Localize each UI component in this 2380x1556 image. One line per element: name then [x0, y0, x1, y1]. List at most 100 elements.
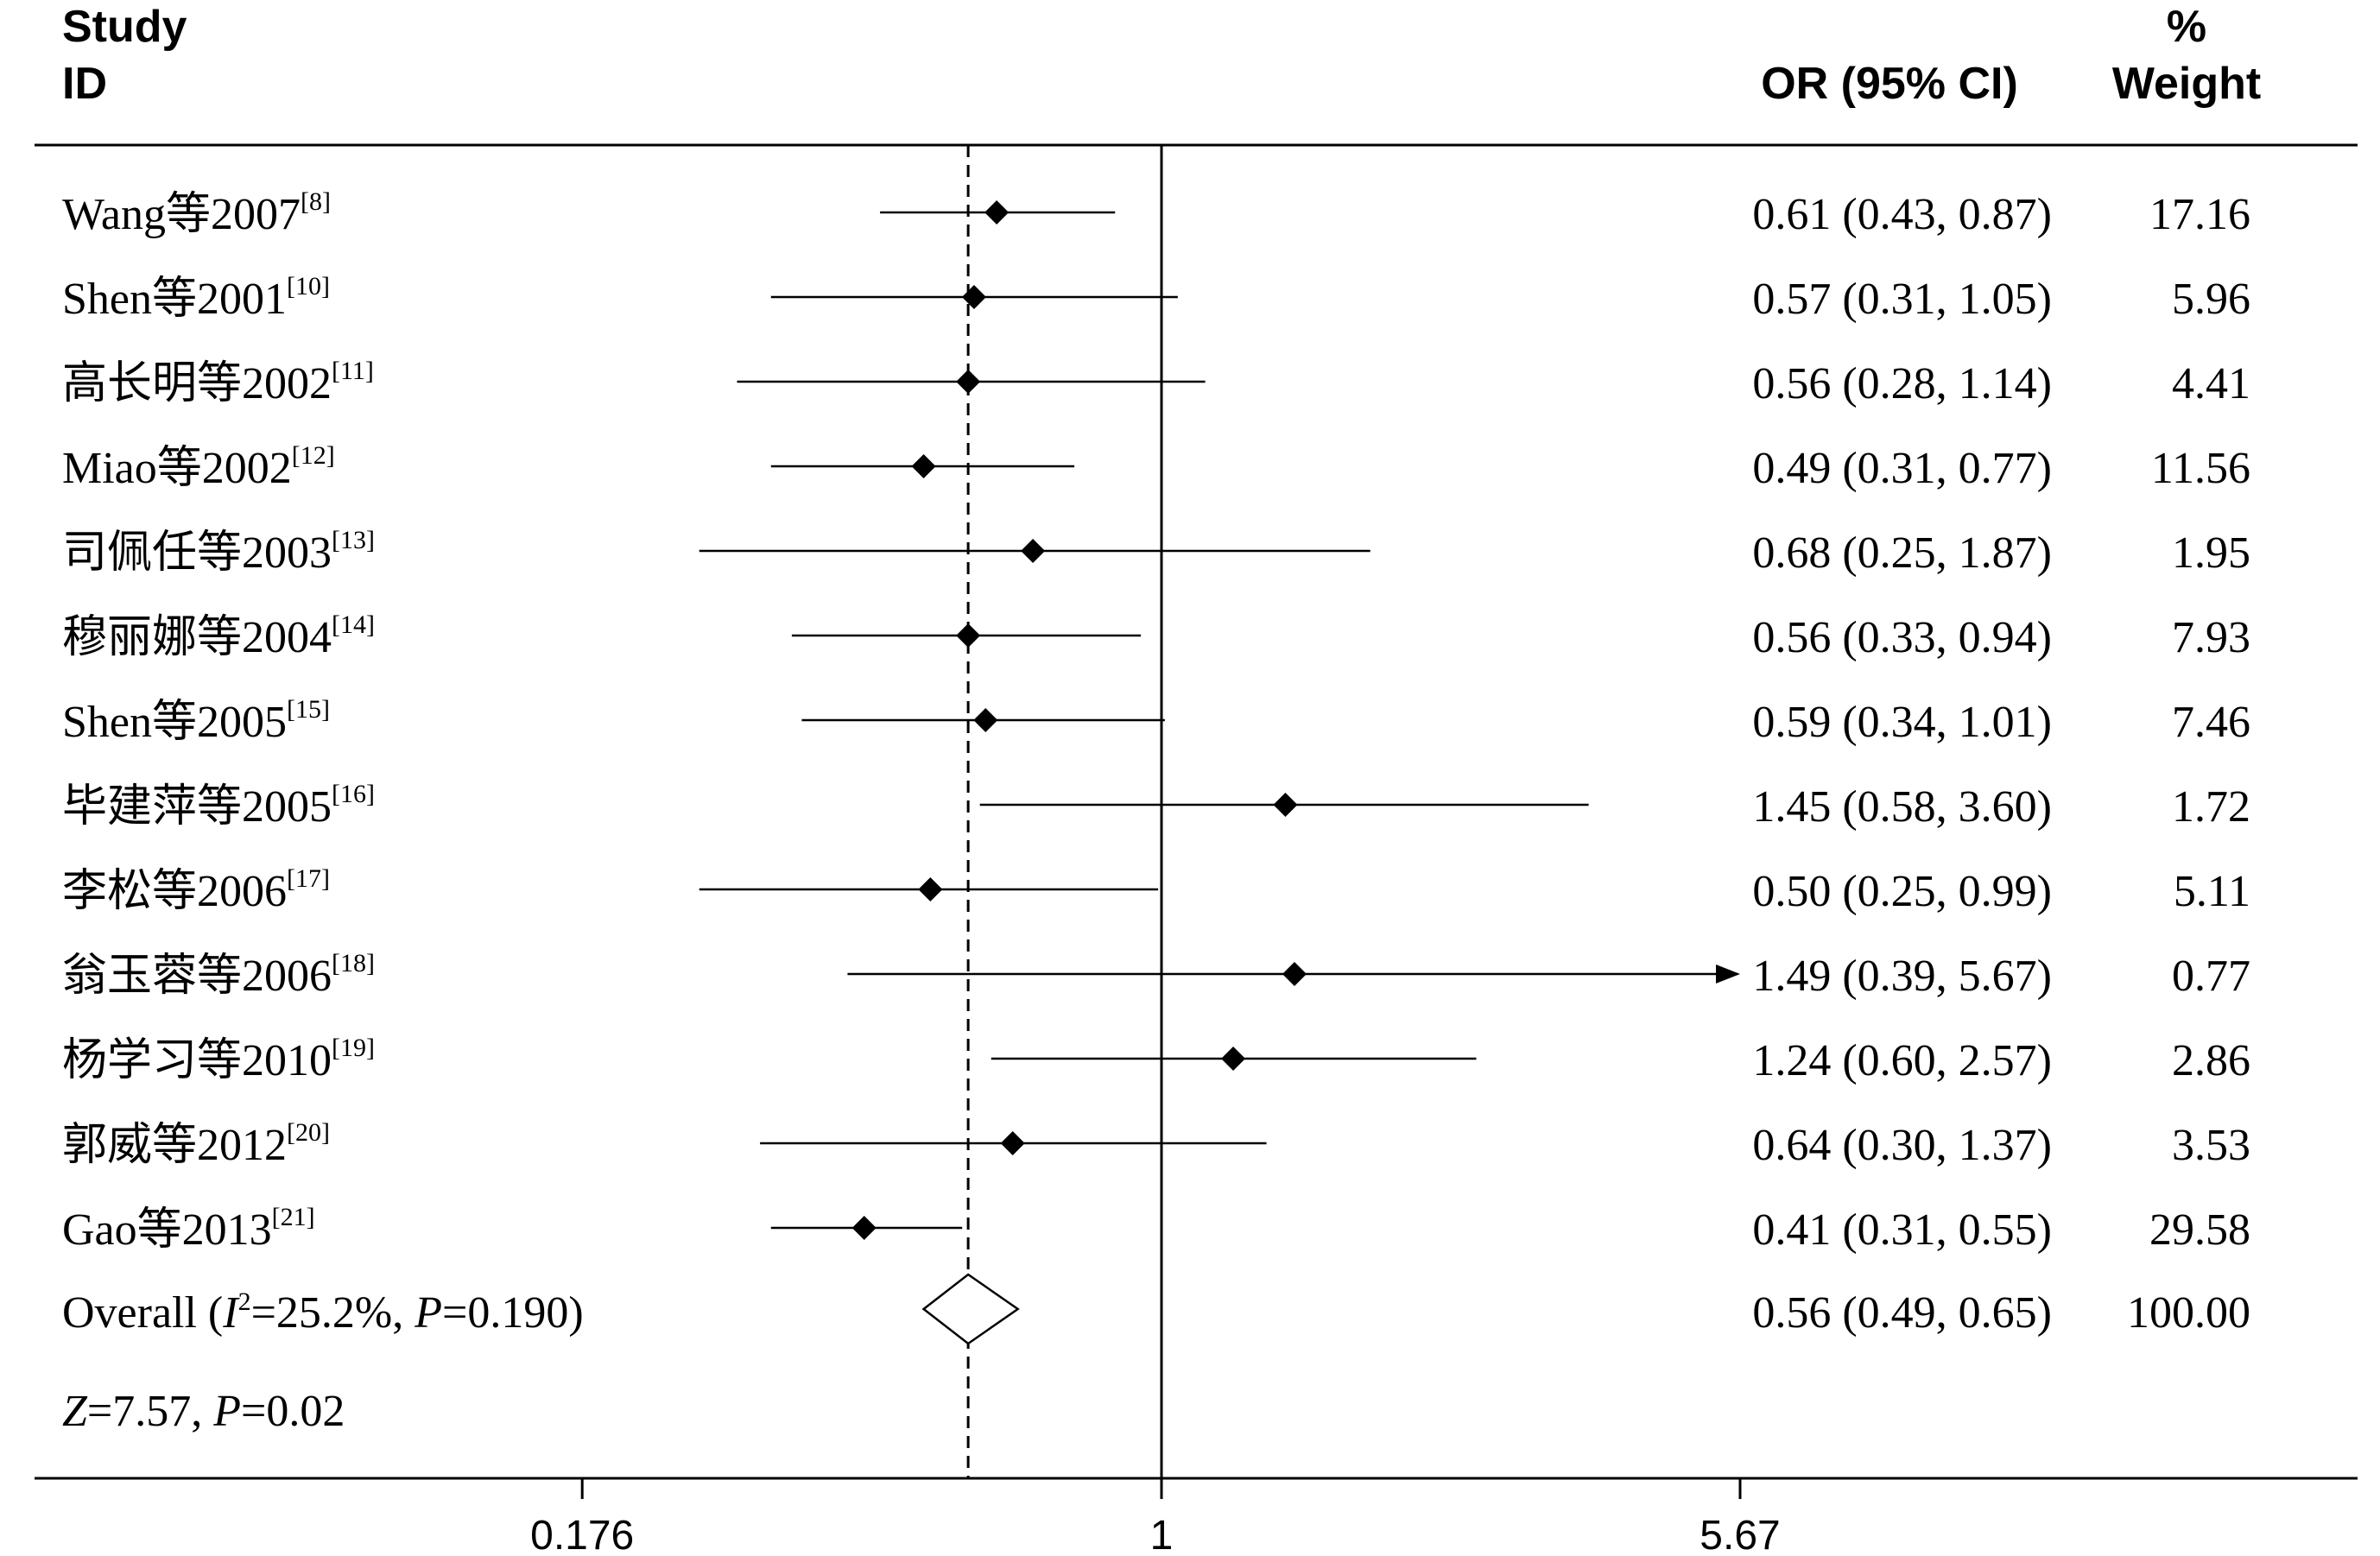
study-name: 翁玉蓉等2006: [62, 952, 332, 1001]
study-name: Gao等2013: [62, 1205, 272, 1255]
study-ref: [15]: [287, 695, 330, 724]
study-label: 郭威等2012[20]: [62, 1118, 330, 1170]
study-name: Miao等2002: [62, 444, 292, 493]
weight-value: 1.95: [2172, 528, 2250, 578]
study-row: 高长明等2002[11] 0.56 (0.28, 1.14) 4.41: [62, 357, 2250, 408]
weight-value: 7.46: [2172, 698, 2250, 747]
study-label: 司佩任等2003[13]: [62, 526, 375, 578]
study-label: 翁玉蓉等2006[18]: [62, 949, 375, 1001]
z-test-label: Z=7.57, P=0.02: [62, 1387, 345, 1436]
overall-or-ci: 0.56 (0.49, 0.65): [1752, 1288, 2052, 1338]
study-ref: [16]: [332, 780, 375, 808]
or-ci-value: 1.24 (0.60, 2.57): [1752, 1036, 2052, 1085]
study-name: 穆丽娜等2004: [62, 613, 332, 662]
study-row: 李松等2006[17] 0.50 (0.25, 0.99) 5.11: [62, 864, 2250, 916]
study-name: Shen等2001: [62, 275, 287, 324]
study-ref: [20]: [287, 1118, 330, 1147]
study-row: Shen等2001[10] 0.57 (0.31, 1.05) 5.96: [62, 272, 2250, 324]
point-estimate: [1221, 1047, 1246, 1071]
point-estimate: [973, 708, 998, 732]
or-ci-value: 0.61 (0.43, 0.87): [1752, 190, 2052, 239]
study-ref: [17]: [287, 864, 330, 893]
study-row: Shen等2005[15] 0.59 (0.34, 1.01) 7.46: [62, 695, 2250, 747]
study-ref: [18]: [332, 949, 375, 977]
study-ref: [21]: [272, 1203, 315, 1231]
study-ref: [10]: [287, 272, 330, 300]
study-row: 杨学习等2010[19] 1.24 (0.60, 2.57) 2.86: [62, 1034, 2250, 1085]
or-ci-value: 0.50 (0.25, 0.99): [1752, 867, 2052, 916]
x-tick-label: 0.176: [530, 1513, 634, 1556]
study-name: 杨学习等2010: [62, 1036, 332, 1085]
study-label: 杨学习等2010[19]: [62, 1034, 375, 1085]
header-id: ID: [62, 59, 107, 109]
point-estimate: [1000, 1131, 1025, 1155]
or-ci-value: 0.56 (0.28, 1.14): [1752, 359, 2052, 408]
study-label: Miao等2002[12]: [62, 441, 335, 493]
study-row: 穆丽娜等2004[14] 0.56 (0.33, 0.94) 7.93: [62, 610, 2250, 662]
or-ci-value: 0.41 (0.31, 0.55): [1752, 1205, 2052, 1255]
study-ref: [8]: [301, 187, 331, 216]
study-row: Gao等2013[21] 0.41 (0.31, 0.55) 29.58: [62, 1203, 2250, 1255]
or-ci-value: 1.49 (0.39, 5.67): [1752, 952, 2052, 1001]
study-ref: [13]: [332, 526, 375, 554]
or-ci-value: 1.45 (0.58, 3.60): [1752, 782, 2052, 832]
ci-arrow: [1716, 965, 1740, 984]
study-label: Wang等2007[8]: [62, 187, 331, 239]
point-estimate: [918, 877, 943, 901]
weight-value: 4.41: [2172, 359, 2250, 408]
study-row: Miao等2002[12] 0.49 (0.31, 0.77) 11.56: [62, 441, 2250, 493]
study-label: 穆丽娜等2004[14]: [62, 610, 375, 662]
study-row: 郭威等2012[20] 0.64 (0.30, 1.37) 3.53: [62, 1118, 2250, 1170]
weight-value: 5.96: [2172, 275, 2250, 324]
weight-value: 5.11: [2174, 867, 2250, 916]
weight-value: 1.72: [2172, 782, 2250, 832]
study-name: 李松等2006: [62, 867, 287, 916]
header-study: Study: [62, 2, 187, 52]
weight-value: 0.77: [2172, 952, 2250, 1001]
study-row: 毕建萍等2005[16] 1.45 (0.58, 3.60) 1.72: [62, 780, 2250, 832]
header-or-ci: OR (95% CI): [1761, 59, 2018, 109]
weight-value: 11.56: [2151, 444, 2250, 493]
overall-diamond: [921, 1273, 1020, 1345]
study-ref: [11]: [332, 357, 374, 385]
study-ref: [12]: [292, 441, 335, 470]
header-weight-percent: %: [2167, 2, 2206, 52]
study-label: 李松等2006[17]: [62, 864, 330, 916]
study-row: 司佩任等2003[13] 0.68 (0.25, 1.87) 1.95: [62, 526, 2250, 578]
study-label: 毕建萍等2005[16]: [62, 780, 375, 832]
x-tick-label: 1: [1150, 1513, 1174, 1556]
or-ci-value: 0.59 (0.34, 1.01): [1752, 698, 2052, 747]
study-name: 毕建萍等2005: [62, 782, 332, 832]
or-ci-value: 0.49 (0.31, 0.77): [1752, 444, 2052, 493]
study-name: Wang等2007: [62, 190, 301, 239]
study-row: 翁玉蓉等2006[18] 1.49 (0.39, 5.67) 0.77: [62, 949, 2250, 1001]
or-ci-value: 0.56 (0.33, 0.94): [1752, 613, 2052, 662]
or-ci-value: 0.68 (0.25, 1.87): [1752, 528, 2052, 578]
point-estimate: [1021, 539, 1046, 563]
weight-value: 29.58: [2149, 1205, 2250, 1255]
header-weight: Weight: [2112, 59, 2261, 109]
point-estimate: [956, 370, 981, 394]
study-name: Shen等2005: [62, 698, 287, 747]
study-ref: [14]: [332, 610, 375, 639]
study-name: 郭威等2012: [62, 1121, 287, 1170]
study-row: Wang等2007[8] 0.61 (0.43, 0.87) 17.16: [62, 187, 2250, 239]
study-name: 高长明等2002: [62, 359, 332, 408]
study-label: Shen等2001[10]: [62, 272, 330, 324]
or-ci-value: 0.57 (0.31, 1.05): [1752, 275, 2052, 324]
point-estimate: [956, 623, 981, 648]
point-estimate: [851, 1216, 877, 1240]
weight-value: 2.86: [2172, 1036, 2250, 1085]
weight-value: 7.93: [2172, 613, 2250, 662]
point-estimate: [1282, 962, 1307, 986]
overall-weight: 100.00: [2127, 1288, 2250, 1338]
study-ref: [19]: [332, 1034, 375, 1062]
study-label: 高长明等2002[11]: [62, 357, 374, 408]
point-estimate: [961, 285, 986, 309]
study-label: Gao等2013[21]: [62, 1203, 315, 1255]
weight-value: 3.53: [2172, 1121, 2250, 1170]
point-estimate: [984, 200, 1010, 225]
point-estimate: [1273, 793, 1298, 817]
weight-value: 17.16: [2149, 190, 2250, 239]
